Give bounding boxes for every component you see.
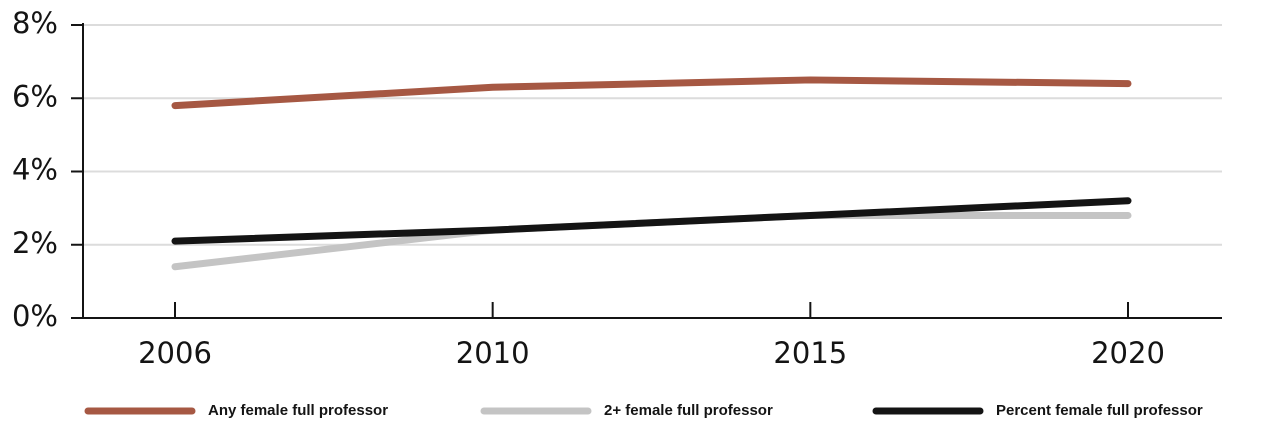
x-tick-label: 2020 [1091,336,1165,370]
x-tick-label: 2006 [138,336,212,370]
y-tick-label: 0% [12,299,58,333]
x-tick-label: 2010 [456,336,530,370]
y-tick-label: 8% [12,6,58,40]
series-line [171,76,1132,110]
series-line [171,197,1132,245]
y-tick-label: 6% [12,79,58,113]
y-tick-label: 4% [12,153,58,187]
legend-label: Percent female full professor [996,402,1203,419]
legend-label: Any female full professor [208,402,388,419]
y-tick-label: 2% [12,226,58,260]
legend-label: 2+ female full professor [604,402,773,419]
x-tick-label: 2015 [773,336,847,370]
